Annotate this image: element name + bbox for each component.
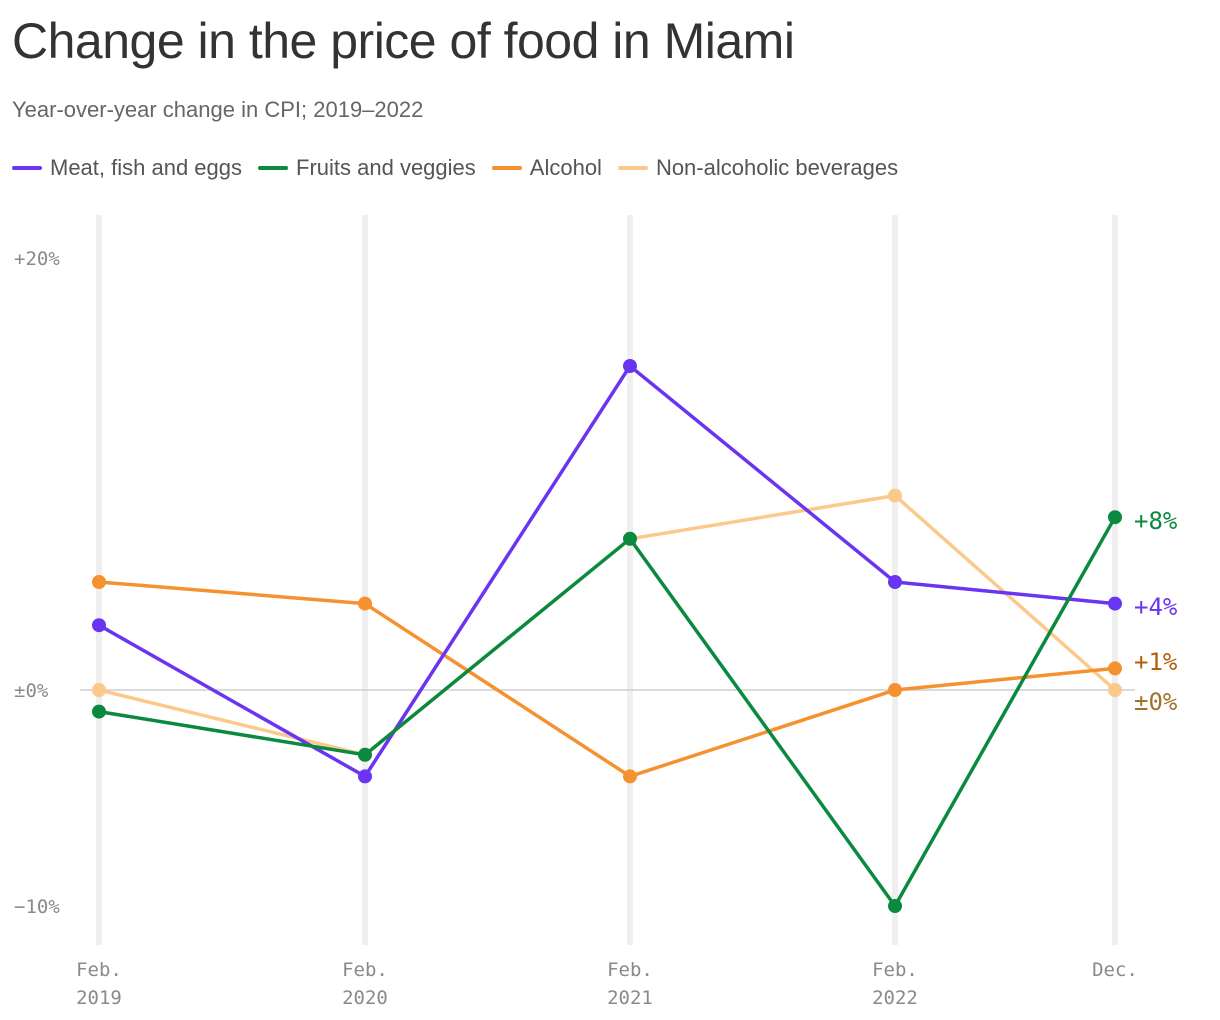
x-tick-label: Feb. <box>872 959 918 981</box>
chart-subtitle: Year-over-year change in CPI; 2019–2022 <box>12 97 424 122</box>
x-tick-label: Feb. <box>76 959 122 981</box>
data-point-alcohol <box>358 596 372 611</box>
data-point-alcohol <box>623 769 637 784</box>
legend-item-meat: Meat, fish and eggs <box>12 155 242 181</box>
legend-label-fruits: Fruits and veggies <box>296 155 476 180</box>
data-point-fruits <box>358 747 372 762</box>
x-tick-label: 2022 <box>872 987 918 1009</box>
series-line-alcohol <box>98 580 1116 779</box>
data-point-meat <box>1108 596 1122 611</box>
x-tick-label: 2021 <box>607 987 653 1009</box>
data-point-alcohol <box>92 575 106 589</box>
end-label-fruits: +8% <box>1134 507 1178 535</box>
end-label-meat: +4% <box>1134 593 1178 621</box>
legend: Meat, fish and eggs Fruits and veggies A… <box>12 155 914 181</box>
x-tick-label: 2020 <box>342 987 388 1009</box>
x-tick-label: 2019 <box>76 987 122 1009</box>
data-point-fruits <box>623 531 637 546</box>
end-label-alcohol: +1% <box>1134 648 1178 676</box>
data-point-beverages <box>1108 683 1122 697</box>
y-tick-label: −10% <box>14 896 60 918</box>
data-point-meat <box>92 618 106 633</box>
data-point-fruits <box>1108 510 1122 525</box>
chart-title: Change in the price of food in Miami <box>12 13 795 69</box>
x-tick-label: Dec. <box>1092 959 1138 981</box>
end-label-beverages: ±0% <box>1134 688 1178 716</box>
data-point-beverages <box>92 683 106 697</box>
legend-swatch-meat <box>12 166 42 170</box>
data-point-beverages <box>888 488 902 503</box>
legend-swatch-alcohol <box>491 166 522 170</box>
data-point-alcohol <box>1108 661 1122 676</box>
series-line-meat <box>98 364 1116 779</box>
x-tick-label: Feb. <box>607 959 653 981</box>
y-tick-label: ±0% <box>14 680 49 702</box>
x-tick-label: Feb. <box>342 959 388 981</box>
data-point-alcohol <box>888 683 902 697</box>
legend-label-meat: Meat, fish and eggs <box>50 155 243 180</box>
data-point-fruits <box>888 899 902 913</box>
legend-item-fruits: Fruits and veggies <box>258 155 476 181</box>
y-tick-label: +20% <box>14 248 60 270</box>
data-point-meat <box>888 575 902 589</box>
data-point-meat <box>358 769 372 784</box>
data-point-meat <box>623 359 637 373</box>
legend-swatch-beverages <box>617 166 648 170</box>
legend-item-beverages: Non-alcoholic beverages <box>617 155 899 181</box>
legend-swatch-fruits <box>258 166 289 170</box>
data-point-fruits <box>92 704 106 719</box>
legend-label-beverages: Non-alcoholic beverages <box>655 155 899 180</box>
legend-item-alcohol: Alcohol <box>491 155 602 181</box>
legend-label-alcohol: Alcohol <box>529 155 602 180</box>
series-line-beverages <box>98 493 1117 757</box>
